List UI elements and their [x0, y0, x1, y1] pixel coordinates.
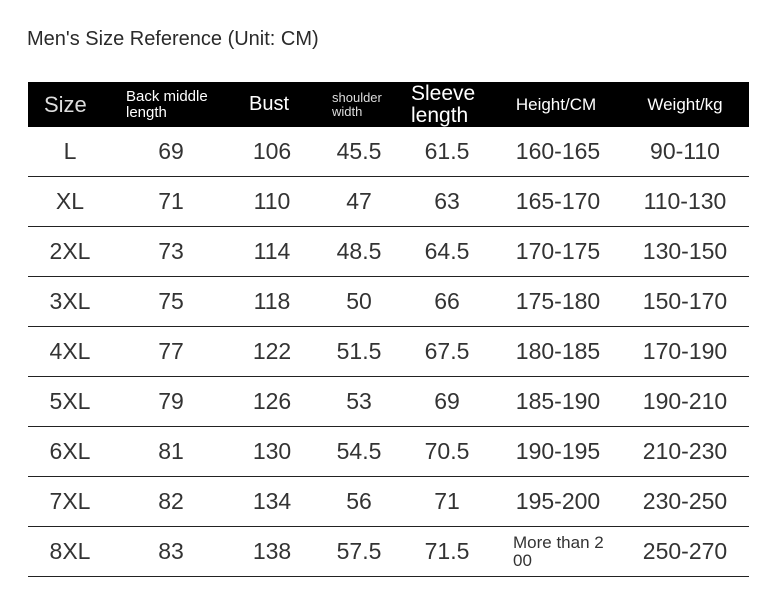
table-cell: 61.5: [424, 138, 470, 164]
table-cell: 48.5: [336, 238, 382, 264]
column-header: Weight/kg: [647, 94, 723, 114]
column-header: Size: [44, 91, 87, 117]
table-cell: 5XL: [49, 388, 91, 414]
table-cell: 75: [158, 288, 184, 314]
table-row: 5XL 79 126 53 69 185-190 190-210: [28, 377, 749, 427]
table-cell: More than 200: [513, 532, 604, 570]
table-cell: 170-175: [515, 238, 601, 264]
table-cell: 110-130: [643, 188, 727, 214]
table-row: 6XL 81 130 54.5 70.5 190-195 210-230: [28, 427, 749, 477]
table-cell: 195-200: [515, 488, 601, 514]
table-cell: 90-110: [650, 138, 720, 164]
table-cell: 2XL: [49, 238, 91, 264]
column-header: shoulder width: [332, 89, 382, 119]
table-cell: 165-170: [515, 188, 601, 214]
table-cell: 71.5: [424, 538, 470, 564]
table-cell: 110: [253, 188, 291, 214]
table-cell: 81: [158, 438, 184, 464]
table-cell: 170-190: [642, 338, 728, 364]
table-cell: 51.5: [336, 338, 382, 364]
column-header: Bust: [248, 93, 290, 115]
table-cell: 190-210: [642, 388, 728, 414]
table-cell: 57.5: [336, 538, 382, 564]
table-cell: XL: [55, 188, 85, 214]
table-cell: 106: [252, 138, 292, 164]
table-cell: 73: [158, 238, 184, 264]
table-cell: 77: [158, 338, 184, 364]
table-cell: 66: [434, 288, 460, 314]
table-cell: 138: [252, 538, 292, 564]
table-cell: 53: [346, 388, 372, 414]
table-cell: 82: [158, 488, 184, 514]
table-cell: 150-170: [642, 288, 728, 314]
table-cell: 160-165: [515, 138, 601, 164]
table-cell: 79: [158, 388, 184, 414]
header-row: Size Back middle length Bust shoulder width…: [28, 82, 749, 127]
table-cell: 70.5: [424, 438, 470, 464]
table-cell: 122: [252, 338, 292, 364]
table-cell: 134: [252, 488, 292, 514]
table-cell: 230-250: [642, 488, 728, 514]
table-cell: 4XL: [49, 338, 91, 364]
table-cell: 69: [434, 388, 460, 414]
table-row: L 69 106 45.5 61.5 160-165 90-110: [28, 127, 749, 177]
table-cell: 71: [434, 488, 460, 514]
table-cell: 63: [434, 188, 460, 214]
table-cell: 83: [158, 538, 184, 564]
table-cell: 126: [252, 388, 292, 414]
table-cell: 250-270: [642, 538, 728, 564]
table-cell: L: [63, 138, 77, 164]
table-cell: 118: [253, 288, 291, 314]
table-cell: 69: [158, 138, 184, 164]
table-cell: 175-180: [515, 288, 601, 314]
table-row: 7XL 82 134 56 71 195-200 230-250: [28, 477, 749, 527]
table-cell: 6XL: [49, 438, 91, 464]
table-cell: 71: [158, 188, 184, 214]
table-row: 3XL 75 118 50 66 175-180 150-170: [28, 277, 749, 327]
table-row: 4XL 77 122 51.5 67.5 180-185 170-190: [28, 327, 749, 377]
column-header: Back middle length: [126, 87, 208, 121]
table-row: XL 71 110 47 63 165-170 110-130: [28, 177, 749, 227]
table-cell: 64.5: [424, 238, 470, 264]
title: Men's Size Reference (Unit: CM): [27, 28, 319, 50]
column-header: Height/CM: [515, 94, 597, 114]
table-cell: 180-185: [515, 338, 601, 364]
table-cell: 130-150: [642, 238, 728, 264]
table-cell: 56: [346, 488, 372, 514]
table-cell: 45.5: [336, 138, 382, 164]
table-row: 2XL 73 114 48.5 64.5 170-175 130-150: [28, 227, 749, 277]
table-cell: 50: [346, 288, 372, 314]
table-cell: 185-190: [515, 388, 601, 414]
table-cell: 3XL: [49, 288, 91, 314]
table-cell: 47: [346, 188, 372, 214]
table-cell: 54.5: [336, 438, 382, 464]
table-cell: 130: [252, 438, 292, 464]
table-cell: 210-230: [642, 438, 728, 464]
table-row: 8XL 83 138 57.5 71.5 More than 200 250-270: [28, 527, 749, 577]
table-cell: 8XL: [49, 538, 91, 564]
table-cell: 67.5: [424, 338, 470, 364]
column-header: Sleeve length: [411, 81, 476, 127]
table-cell: 114: [253, 238, 291, 264]
table-cell: 7XL: [49, 488, 91, 514]
table-cell: 190-195: [515, 438, 601, 464]
